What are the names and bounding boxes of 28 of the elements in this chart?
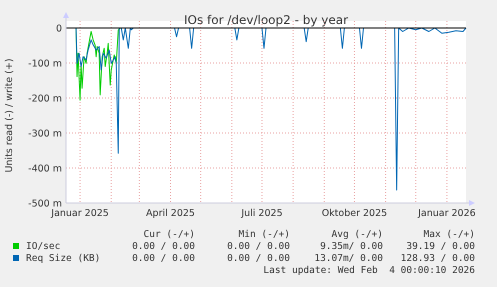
y-tick-label: -100 m — [28, 58, 62, 70]
text: 0.00 / 0.00 — [227, 253, 290, 264]
x-tick-label: April 2025 — [146, 208, 195, 219]
y-tick-label: -500 m — [28, 198, 62, 210]
legend-label: IO/sec — [26, 241, 60, 252]
y-tick-label: -400 m — [28, 164, 62, 174]
text: Min (-/+) — [238, 229, 290, 240]
x-tick-label: Oktober 2025 — [322, 208, 388, 219]
text: Max (-/+) — [424, 229, 475, 240]
y-tick-label: 0 — [56, 24, 62, 34]
y-axis-title: Units read (-) / write (+) — [4, 58, 15, 173]
text: Last update: Wed Feb 4 00:00:10 2026 — [263, 265, 476, 276]
x-tick-label: Januar 2025 — [50, 208, 109, 219]
text: Avg (-/+) — [332, 229, 383, 240]
x-tick-label: Januar 2026 — [417, 208, 476, 219]
text: 39.19 / 0.00 — [406, 241, 476, 252]
x-tick-label: Juli 2025 — [240, 208, 283, 219]
text: 0.00 / 0.00 — [132, 253, 196, 264]
y-tick-label: -300 m — [28, 128, 62, 140]
chart-title: IOs for /dev/loop2 - by year — [184, 13, 348, 27]
y-tick-label: -200 m — [28, 94, 62, 104]
text: 13.07m/ 0.00 — [314, 253, 384, 264]
legend-label: Req Size (KB) — [26, 253, 100, 264]
text: 9.35m/ 0.00 — [320, 241, 384, 252]
text: 128.93 / 0.00 — [400, 253, 476, 264]
text: 0.00 / 0.00 — [227, 241, 290, 252]
text: 0.00 / 0.00 — [132, 241, 196, 252]
text: Cur (-/+) — [144, 229, 195, 240]
